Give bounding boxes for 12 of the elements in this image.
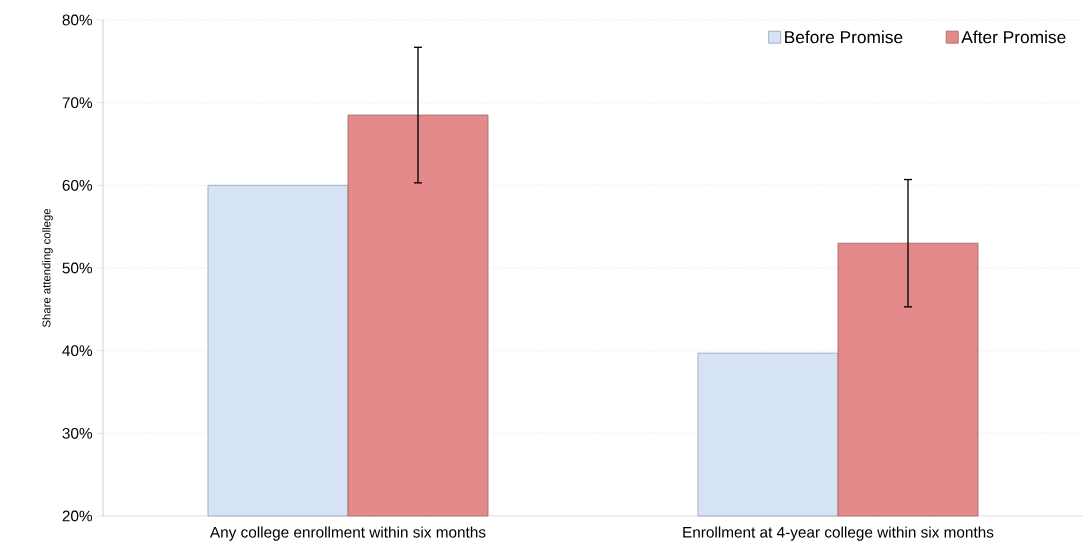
y-tick-label: 40% <box>62 345 93 357</box>
y-tick-label: 80% <box>62 14 93 26</box>
legend-label: After Promise <box>961 30 1066 44</box>
x-tick-label: Enrollment at 4-year college within six months <box>683 526 994 541</box>
x-tick-label: Any college enrollment within six months <box>209 526 486 541</box>
y-tick-label: 20% <box>62 510 93 522</box>
y-tick-label: 70% <box>62 97 93 109</box>
legend-label: Before Promise <box>785 30 903 44</box>
y-axis-title: Share attending college <box>42 209 53 328</box>
y-tick-label: 30% <box>62 427 93 439</box>
y-tick-label: 50% <box>62 262 93 274</box>
y-tick-label: 60% <box>62 179 93 191</box>
